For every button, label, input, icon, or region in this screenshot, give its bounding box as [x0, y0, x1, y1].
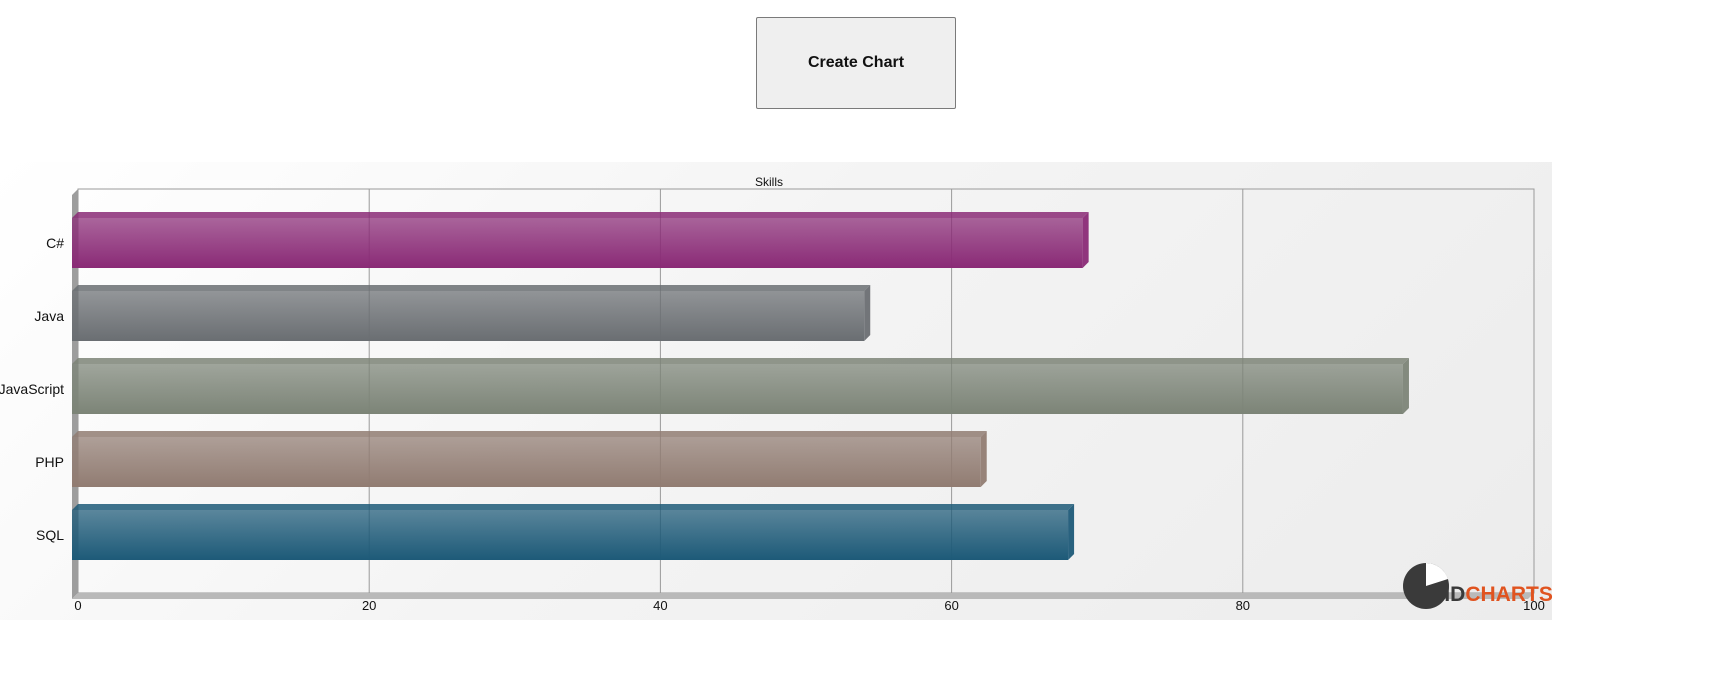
bar-top-face — [72, 431, 987, 437]
y-category-label: JavaScript — [0, 381, 64, 397]
bar-top-face — [72, 285, 871, 291]
bar-java — [72, 291, 865, 341]
axis-floor — [72, 593, 1534, 599]
y-category-label: C# — [46, 235, 64, 251]
labels: 0 20 40 60 80 100 C# Java JavaScript PHP SQL — [0, 235, 1545, 613]
x-tick-label: 40 — [653, 598, 667, 613]
bar-side-face — [1082, 212, 1089, 268]
bar-side-face — [980, 431, 987, 487]
create-chart-button[interactable]: Create Chart — [756, 17, 956, 109]
bar-top-face — [72, 504, 1075, 510]
bar-side-face — [1068, 504, 1075, 560]
bars — [72, 212, 1409, 560]
y-category-label: PHP — [35, 454, 64, 470]
bar-php — [72, 437, 981, 487]
bar-top-face — [72, 212, 1089, 218]
bar-javascript — [72, 364, 1403, 414]
bar-side-face — [864, 285, 871, 341]
hdcharts-logo: HDCHARTS — [1403, 562, 1553, 609]
bar-top-face — [72, 358, 1409, 364]
y-category-label: Java — [34, 308, 64, 324]
x-tick-label: 20 — [362, 598, 376, 613]
bar-sql — [72, 510, 1069, 560]
x-tick-label: 60 — [944, 598, 958, 613]
x-tick-label: 0 — [74, 598, 81, 613]
logo-text: HDCHARTS — [1435, 583, 1553, 606]
bar-side-face — [1402, 358, 1409, 414]
bar-c- — [72, 218, 1083, 268]
x-tick-label: 100 — [1523, 598, 1545, 613]
logo-pie-slice — [1426, 562, 1448, 586]
x-tick-label: 80 — [1236, 598, 1250, 613]
chart-title: Skills — [755, 175, 783, 189]
y-category-label: SQL — [36, 527, 64, 543]
